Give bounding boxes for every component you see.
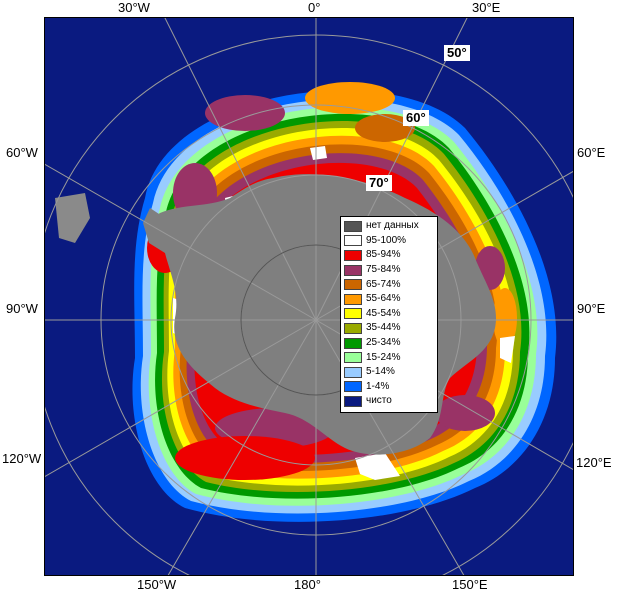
legend-swatch <box>344 352 362 364</box>
legend-label: 1-4% <box>366 380 390 392</box>
legend-item: 95-100% <box>344 234 434 249</box>
lat-label-70: 70° <box>366 175 392 191</box>
legend-item: 45-54% <box>344 307 434 322</box>
meridian-30w <box>164 18 317 321</box>
lon-label-180: 180° <box>294 577 321 592</box>
lon-label-120w: 120°W <box>2 451 42 466</box>
legend-label: нет данных <box>366 220 419 232</box>
patch-brown-1 <box>355 114 415 142</box>
legend-swatch <box>344 322 362 334</box>
meridian-150w <box>167 319 317 575</box>
meridian-60w <box>45 163 317 321</box>
legend-item: 55-64% <box>344 292 434 307</box>
legend-label: 5-14% <box>366 366 395 378</box>
lon-label-60w: 60°W <box>6 145 38 160</box>
legend-item: 5-14% <box>344 365 434 380</box>
patch-red-2 <box>175 436 315 480</box>
legend-item: 85-94% <box>344 248 434 263</box>
legend-item: чисто <box>344 394 434 409</box>
patch-purple-1 <box>205 95 285 131</box>
legend-label: 55-64% <box>366 293 401 305</box>
legend-label: 65-74% <box>366 278 401 290</box>
map-canvas <box>45 18 573 575</box>
legend-item: нет данных <box>344 219 434 234</box>
legend-swatch <box>344 264 362 276</box>
legend-label: 45-54% <box>366 307 401 319</box>
white-patch-4 <box>355 453 400 480</box>
lat-label-50: 50° <box>444 45 470 61</box>
lon-label-120e: 120°E <box>576 455 612 470</box>
legend-swatch <box>344 381 362 393</box>
lon-label-90w: 90°W <box>6 301 38 316</box>
white-patch-5 <box>500 336 515 363</box>
legend-label: 15-24% <box>366 351 401 363</box>
legend-label: 95-100% <box>366 234 407 246</box>
lon-label-30e: 30°E <box>472 0 501 15</box>
lat-label-60: 60° <box>403 110 429 126</box>
lon-label-0: 0° <box>308 0 321 15</box>
land-fragment <box>55 193 90 243</box>
patch-orange-1 <box>305 82 395 114</box>
legend-swatch <box>344 366 362 378</box>
legend-label: 85-94% <box>366 249 401 261</box>
legend-swatch <box>344 279 362 291</box>
legend-item: 1-4% <box>344 380 434 395</box>
antarctic-peninsula <box>143 208 165 253</box>
legend-swatch <box>344 293 362 305</box>
legend-items: нет данных 95-100% 85-94% 75-84% 65-74% 55-64… <box>344 219 434 409</box>
lon-label-60e: 60°E <box>577 145 606 160</box>
legend-swatch <box>344 220 362 232</box>
legend-swatch <box>344 249 362 261</box>
legend-item: 15-24% <box>344 350 434 365</box>
legend-label: 35-44% <box>366 322 401 334</box>
legend-item: 35-44% <box>344 321 434 336</box>
map-frame <box>44 17 574 576</box>
lon-label-30w: 30°W <box>118 0 150 15</box>
legend-item: 25-34% <box>344 336 434 351</box>
lon-label-90e: 90°E <box>577 301 606 316</box>
legend-swatch <box>344 235 362 247</box>
legend: нет данных 95-100% 85-94% 75-84% 65-74% 55-64… <box>340 216 438 413</box>
white-patch-6 <box>310 146 327 160</box>
legend-label: 25-34% <box>366 337 401 349</box>
lon-label-150w: 150°W <box>137 577 177 592</box>
legend-label: 75-84% <box>366 264 401 276</box>
patch-purple-4 <box>435 395 495 431</box>
legend-swatch <box>344 308 362 320</box>
legend-label: чисто <box>366 395 392 407</box>
legend-swatch <box>344 395 362 407</box>
legend-item: 65-74% <box>344 277 434 292</box>
meridian-120w <box>45 319 317 478</box>
legend-item: 75-84% <box>344 263 434 278</box>
patch-orange-2 <box>493 288 517 348</box>
legend-swatch <box>344 337 362 349</box>
lon-label-150e: 150°E <box>452 577 488 592</box>
